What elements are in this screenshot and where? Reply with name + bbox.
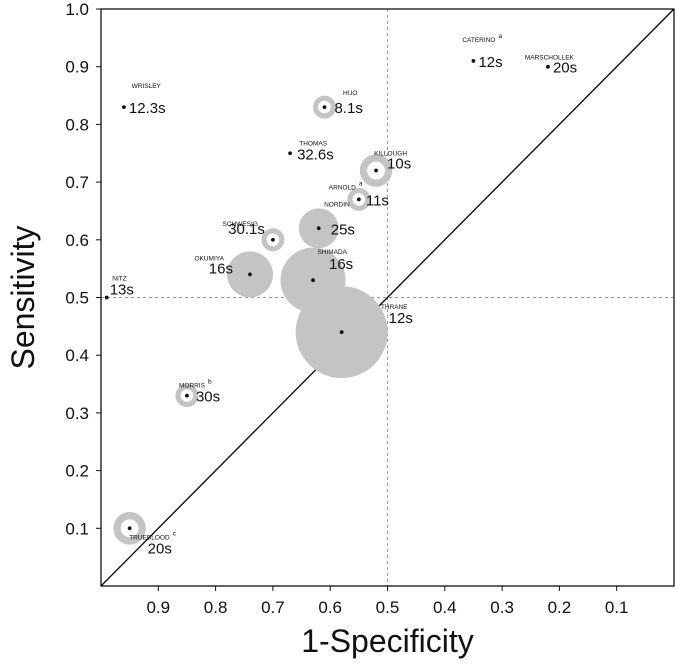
y-tick-label: 0.7 [65, 173, 89, 192]
y-tick-label: 0.5 [65, 289, 89, 308]
x-tick-label: 0.6 [318, 598, 342, 617]
time-label-caterino: 12s [478, 54, 502, 71]
study-note-morris: b [208, 379, 212, 386]
y-tick-label: 0.1 [65, 519, 89, 538]
axis-ticks: 0.9 0.8 0.7 0.6 0.5 0.4 0.3 0.2 0.1 0.1 0.2 0.3 0.4 0… [65, 0, 628, 617]
study-label-schwesig: SCHWESIG [222, 221, 257, 228]
plot-frame [100, 8, 675, 587]
x-tick-label: 0.8 [204, 598, 228, 617]
study-label-thrane: THRANE [381, 304, 408, 311]
time-label-trueblood: 20s [148, 540, 172, 557]
time-label-thrane: 12s [389, 310, 413, 327]
y-tick-label: 0.2 [65, 462, 89, 481]
point-marschollek [546, 64, 550, 69]
time-label-marschollek: 20s [553, 60, 577, 77]
point-morris [185, 393, 189, 398]
time-label-thomas: 32.6s [297, 146, 334, 163]
bubble-layer [113, 95, 393, 545]
y-tick-label: 1.0 [65, 0, 89, 19]
y-tick-label: 0.9 [65, 58, 89, 77]
study-label-morris: MORRIS [179, 383, 206, 390]
point-trueblood [127, 526, 132, 531]
y-tick-label: 0.8 [65, 115, 89, 134]
study-label-marschollek: MARSCHOLLEK [525, 55, 575, 62]
study-label-thomas: THOMAS [299, 140, 327, 147]
study-label-nordin: NORDIN [324, 201, 350, 208]
x-tick-label: 0.2 [548, 598, 572, 617]
study-note-caterino: a [498, 33, 502, 40]
study-label-killough: KILLOUGH [374, 151, 407, 158]
point-huo [322, 105, 327, 109]
study-label-wrisley: WRISLEY [132, 83, 162, 90]
reference-lines [100, 8, 675, 587]
study-label-trueblood: TRUEBLOOD [129, 534, 170, 541]
point-arnold [356, 197, 361, 202]
time-label-morris: 30s [196, 389, 220, 406]
point-okumiya [248, 272, 252, 277]
study-note-trueblood: c [173, 530, 177, 537]
study-label-shimada: SHIMADA [317, 249, 347, 256]
y-axis-title: Sensitivity [5, 225, 41, 369]
diagonal-line [100, 8, 675, 587]
x-tick-label: 0.9 [146, 598, 170, 617]
y-tick-label: 0.6 [65, 231, 89, 250]
point-thomas [288, 151, 292, 156]
point-nordin [316, 226, 321, 231]
time-label-arnold: 11s [366, 192, 389, 209]
x-tick-label: 0.3 [490, 598, 514, 617]
time-label-nordin: 25s [331, 221, 355, 238]
x-tick-label: 0.1 [605, 598, 629, 617]
study-label-caterino: CATERINO [462, 37, 495, 44]
x-tick-label: 0.4 [433, 598, 457, 617]
point-layer [104, 59, 550, 531]
y-tick-label: 0.3 [65, 404, 89, 423]
time-label-shimada: 16s [329, 256, 353, 273]
x-axis-title: 1-Specificity [301, 623, 474, 659]
point-schwesig [271, 237, 275, 242]
time-label-nitz: 13s [110, 282, 134, 299]
y-tick-label: 0.4 [65, 346, 89, 365]
point-wrisley [122, 105, 126, 109]
time-label-okumiya: 16s [209, 260, 233, 277]
time-label-killough: 10s [387, 156, 411, 173]
time-label-huo: 8.1s [334, 100, 362, 117]
x-tick-label: 0.7 [261, 598, 285, 617]
study-label-arnold: ARNOLD [329, 184, 356, 191]
point-nitz [104, 295, 109, 300]
study-label-okumiya: OKUMIYA [194, 255, 224, 262]
time-label-wrisley: 12.3s [129, 100, 166, 117]
point-caterino [471, 59, 476, 63]
point-thrane [339, 330, 344, 335]
time-label-schwesig: 30.1s [228, 221, 265, 238]
study-label-huo: HUO [343, 90, 357, 97]
point-shimada [311, 278, 315, 283]
study-note-arnold: a [359, 180, 363, 187]
point-killough [374, 168, 378, 173]
x-tick-label: 0.5 [376, 598, 400, 617]
study-label-nitz: NITZ [112, 276, 126, 283]
